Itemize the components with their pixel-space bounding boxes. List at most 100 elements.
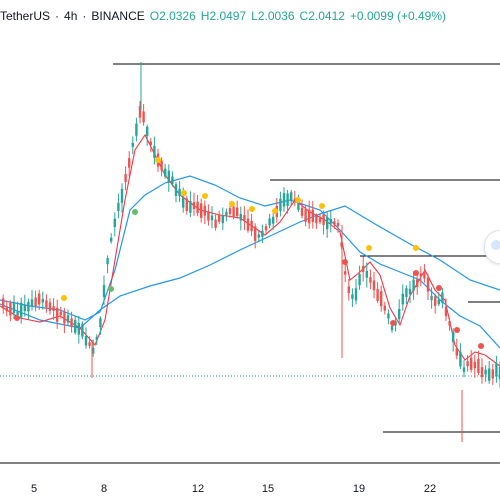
candle-body <box>322 214 325 225</box>
signal-dot <box>342 259 348 265</box>
candle-body <box>426 277 430 292</box>
symbol-name[interactable]: TetherUS <box>0 9 51 23</box>
candle-body <box>102 285 106 297</box>
candle-body <box>153 145 156 158</box>
signal-dot <box>249 206 255 212</box>
candle-body <box>23 304 26 312</box>
candle-body <box>52 306 55 311</box>
legend-separator: · <box>82 9 87 23</box>
signal-dot <box>181 190 187 196</box>
candle-body <box>354 288 358 301</box>
candle-body <box>84 336 88 346</box>
open-value: O2.0326 <box>149 9 196 23</box>
time-axis: 5 8 12 15 19 22 <box>31 483 436 495</box>
candle-body <box>5 307 8 312</box>
candle-body <box>167 170 170 183</box>
candle-body <box>308 209 311 224</box>
interval-label[interactable]: 4h <box>64 9 78 23</box>
candle-body <box>182 197 185 208</box>
signal-dot <box>366 245 372 251</box>
candle-body <box>113 218 116 228</box>
signal-dot <box>155 157 161 163</box>
candle-body <box>66 315 70 323</box>
candle-body <box>185 198 188 211</box>
time-axis-label: 22 <box>424 483 436 495</box>
signal-dot <box>14 315 20 321</box>
ma-mid-line <box>0 175 500 349</box>
candle-body <box>254 226 257 241</box>
candle-body <box>272 216 275 224</box>
change-value: +0.0099 (+0.49%) <box>349 9 446 23</box>
candle-body <box>146 126 149 137</box>
signal-dot <box>202 193 208 199</box>
candle-body <box>12 301 16 313</box>
candle-body <box>225 211 228 216</box>
candle-body <box>232 206 235 218</box>
candle-body <box>59 311 62 316</box>
candle-body <box>452 331 455 343</box>
signal-dot <box>390 320 396 326</box>
candle-body <box>437 299 440 305</box>
candle-body <box>189 201 192 213</box>
candle-body <box>92 347 95 354</box>
candle-body <box>48 302 52 311</box>
candle-body <box>41 298 44 303</box>
candle-body <box>390 325 394 331</box>
candle-body <box>315 216 318 224</box>
candle-body <box>135 123 138 136</box>
candle-body <box>106 258 109 265</box>
candle-body <box>95 336 98 340</box>
candle-body <box>142 111 145 123</box>
signal-dot <box>229 201 235 207</box>
exchange-label: BINANCE <box>91 9 145 23</box>
candle-body <box>459 351 462 367</box>
time-axis-label: 5 <box>31 483 37 495</box>
candlestick-series <box>2 62 500 442</box>
candle-body <box>149 141 152 146</box>
candle-body <box>441 292 444 303</box>
candle-body <box>286 193 289 206</box>
candle-body <box>160 160 163 171</box>
candle-body <box>250 220 253 232</box>
candle-body <box>218 214 221 222</box>
candle-body <box>477 358 480 373</box>
horizontal-lines <box>0 63 500 464</box>
candle-body <box>264 226 268 231</box>
candle-body <box>365 270 368 278</box>
candle-body <box>261 230 264 237</box>
candle-body <box>455 347 458 356</box>
candle-body <box>444 306 448 317</box>
candle-body <box>372 280 376 291</box>
candle-body <box>279 198 282 212</box>
legend-separator: · <box>55 9 60 23</box>
ma-fast-line <box>0 133 500 367</box>
candle-body <box>99 318 102 328</box>
candle-body <box>398 308 401 320</box>
candle-body <box>470 357 473 370</box>
candle-body <box>214 219 217 228</box>
candle-body <box>236 207 239 217</box>
candle-body <box>196 201 199 214</box>
candle-body <box>448 321 451 326</box>
candle-body <box>304 209 307 222</box>
candle-body <box>221 216 224 224</box>
time-axis-label: 12 <box>192 483 204 495</box>
candle-body <box>383 305 386 311</box>
candle-body <box>81 323 84 337</box>
candle-body <box>344 271 347 275</box>
candle-body <box>164 168 167 177</box>
candle-body <box>333 221 336 225</box>
candle-body <box>200 203 203 218</box>
candle-body <box>380 291 383 307</box>
candle-body <box>351 294 354 299</box>
candle-body <box>416 279 419 288</box>
candle-body <box>38 293 41 305</box>
candle-body <box>300 207 304 216</box>
time-axis-label: 15 <box>262 483 274 495</box>
candle-body <box>174 184 178 196</box>
candle-body <box>20 302 23 318</box>
candle-body <box>30 299 34 307</box>
candle-body <box>290 192 293 201</box>
candle-body <box>203 205 206 216</box>
